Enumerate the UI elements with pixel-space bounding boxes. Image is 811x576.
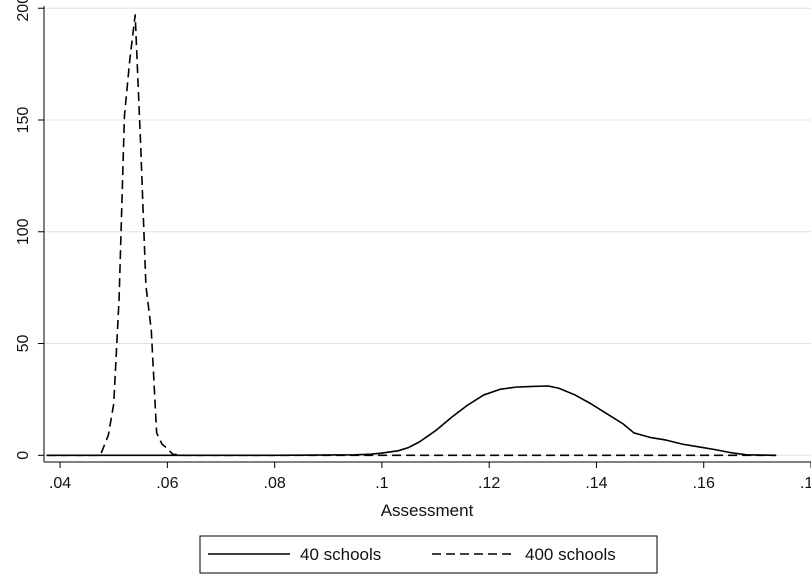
x-axis-title: Assessment: [381, 501, 474, 520]
series-line-40-schools: [46, 385, 777, 457]
y-tick-label: 200: [15, 0, 32, 22]
y-tick-label: 0: [15, 451, 32, 460]
legend-label-40-schools: 40 schools: [300, 545, 381, 564]
axes: [43, 6, 811, 463]
plot-area: [44, 6, 811, 462]
ticks: 0 50 100 150 200 .04 .06 .08 .1 .12 .14 .16 .18: [15, 0, 811, 492]
x-tick-label: .1: [375, 475, 388, 492]
y-tick-label: 50: [15, 335, 32, 353]
y-tick-label: 100: [15, 218, 32, 245]
x-tick-label: .06: [156, 475, 178, 492]
legend: 40 schools 400 schools: [199, 535, 658, 574]
x-tick-label: .12: [478, 475, 500, 492]
series-layer: [46, 14, 777, 457]
legend-label-400-schools: 400 schools: [525, 545, 616, 564]
x-tick-label: .08: [264, 475, 286, 492]
x-tick-label: .18: [800, 475, 811, 492]
y-tick-label: 150: [15, 107, 32, 134]
series-line-400-schools: [46, 14, 777, 457]
x-tick-label: .04: [49, 475, 71, 492]
x-tick-label: .14: [585, 475, 607, 492]
gridlines: [44, 7, 811, 456]
x-tick-label: .16: [693, 475, 715, 492]
